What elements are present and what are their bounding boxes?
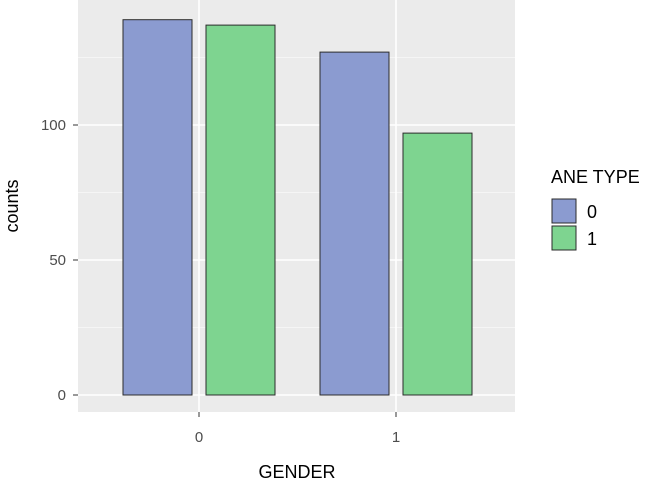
legend: ANE TYPE 0 1	[551, 167, 640, 251]
x-tick-label: 1	[392, 429, 400, 446]
bar-gender-0-ane-type-1	[205, 24, 276, 396]
y-tick-label: 50	[49, 252, 66, 269]
legend-label-1: 1	[587, 229, 597, 249]
legend-key-1	[551, 225, 577, 251]
legend-title: ANE TYPE	[551, 167, 640, 187]
bar-gender-1-ane-type-0	[319, 51, 390, 396]
y-axis-title: counts	[2, 179, 22, 232]
bar-gender-0-ane-type-0	[122, 19, 193, 396]
y-axis: 0 50 100	[41, 117, 78, 404]
x-axis-title: GENDER	[258, 462, 335, 482]
bars	[122, 19, 473, 396]
legend-key-0	[551, 198, 577, 224]
legend-label-0: 0	[587, 202, 597, 222]
x-tick-label: 0	[195, 429, 203, 446]
y-tick-label: 100	[41, 117, 66, 134]
bar-gender-1-ane-type-1	[402, 132, 473, 396]
y-tick-label: 0	[58, 387, 66, 404]
